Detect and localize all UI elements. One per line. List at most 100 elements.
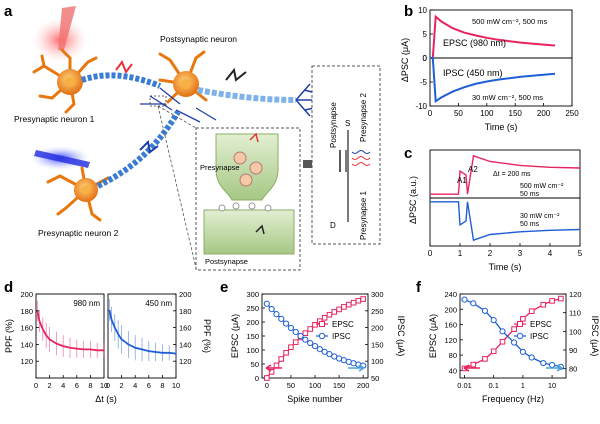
panel-c-dt: Δt = 200 ms (493, 171, 531, 178)
panel-c-top-note: 500 mW cm⁻² (520, 183, 564, 190)
panel-b-ylabel: ΔPSC (μA) (400, 38, 410, 82)
panel-e-epsc-marker (341, 304, 347, 310)
panel-f-ipsc-marker (470, 300, 477, 307)
presynaptic-neuron-2: Presynaptic neuron 2 (38, 166, 119, 238)
blue-spike-icon (139, 139, 159, 154)
panel-f-ipsc-marker (490, 317, 497, 324)
panel-c-bot-note: 30 mW cm⁻² (520, 213, 560, 220)
panel-d-left-xtick-label: 6 (75, 381, 79, 390)
panel-d-left-xtick-label: 8 (88, 381, 92, 390)
panel-f-right-ytick-label: 100 (569, 327, 582, 336)
panel-c-xtick-label: 5 (578, 249, 583, 258)
panel-d-right-label: 450 nm (145, 299, 172, 308)
panel-f-xtick-label: 0.01 (457, 381, 472, 390)
panel-e-ipsc-marker (278, 315, 285, 322)
panel-e-epsc-marker (331, 309, 338, 315)
panel-c-xtick-label: 1 (458, 249, 463, 258)
panel-d-right-ytick-label: 180 (179, 307, 192, 316)
device-postsynapse-label: Postsynapse (329, 102, 338, 148)
panel-d-label: d (4, 279, 13, 296)
red-laser-icon (32, 6, 88, 62)
panel-d-right-ytick-label: 140 (179, 340, 192, 349)
panel-b-ipsc-note: 30 mW cm⁻², 500 ms (472, 93, 543, 102)
panel-d-left-series (36, 310, 104, 352)
panel-e-ipsc-marker (311, 342, 319, 350)
panel-e-epsc-marker (336, 306, 342, 313)
presynaptic-neuron-1: Presynaptic neuron 1 (14, 48, 98, 124)
panel-f-legend-marker (516, 332, 524, 340)
device-S-label: S (345, 119, 350, 128)
panel-e-left-ytick-label: 200 (246, 318, 259, 327)
panel-c-A2: A2 (468, 165, 478, 174)
panel-b-top-ytick-label: 5 (423, 30, 428, 39)
panel-d-ylabel-right: PPF (%) (202, 319, 212, 353)
panel-c-A1: A1 (457, 176, 467, 185)
panel-d-right-xtick-label: 6 (147, 381, 151, 390)
panel-b-epsc-note: 500 mW cm⁻², 500 ms (472, 17, 547, 26)
panel-d-left-xtick-label: 10 (100, 381, 108, 390)
panel-f-epsc-marker (520, 316, 526, 322)
panel-c-top-note2: 50 ms (520, 191, 540, 198)
panel-c-bottom-series (430, 201, 581, 242)
panel-b-xtick-label: 100 (480, 109, 494, 118)
panel-b-xtick-label: 0 (428, 109, 433, 118)
panel-f-left-ytick-label: 240 (444, 290, 457, 299)
panel-e-right-arrow-icon (348, 364, 365, 372)
postsynaptic-neuron: Postsynaptic neuron (140, 34, 315, 123)
panel-c-top-series (430, 154, 581, 195)
panel-b-epsc-label: EPSC (980 nm) (443, 38, 506, 48)
panel-f-ipsc-marker (548, 361, 556, 369)
panel-f-xtick-label: 10 (548, 381, 556, 390)
panel-c-xtick-label: 0 (428, 249, 433, 258)
device-schematic: S D Postsynapse Presynapse 2 Presynapse … (311, 65, 381, 245)
postsynapse-label: Postsynapse (205, 257, 248, 266)
panel-b-top-ytick-label: 10 (418, 6, 427, 15)
panel-e-ipsc-marker (292, 328, 299, 336)
postsynaptic-neuron-label: Postsynaptic neuron (160, 34, 237, 44)
panel-f-xtick-label: 1 (521, 381, 525, 390)
panel-e-ylabel: EPSC (μA) (230, 314, 240, 358)
panel-c-bottom-frame (429, 197, 581, 247)
panel-e-right-ytick-label: 200 (371, 324, 384, 333)
panel-e-ipsc-marker (316, 346, 323, 353)
panel-f-ipsc-marker (481, 307, 489, 314)
presynapse-label: Presynapse (200, 163, 240, 172)
panel-c-xlabel: Time (s) (489, 262, 522, 272)
axon-2 (96, 110, 181, 189)
panel-f-epsc-marker (549, 298, 555, 304)
panel-f-chart: f0.01 0.1 1 1040801201602002408090100110120… (416, 279, 600, 404)
panel-f-right-ytick-label: 90 (569, 346, 577, 355)
panel-e-epsc-marker (307, 326, 313, 332)
panel-d-right-ytick-label: 160 (179, 324, 192, 333)
panel-e-right-ytick-label: 250 (371, 307, 384, 316)
panel-f-ipsc-marker (461, 296, 468, 303)
panel-f-epsc-marker (470, 361, 477, 368)
panel-a: a Presynaptic neuron 1 (4, 3, 381, 271)
panel-e-right-ytick-label: 150 (371, 340, 384, 349)
panel-e-ipsc-marker (302, 336, 309, 343)
panel-e-label: e (220, 279, 228, 296)
panel-e-ipsc-marker (273, 311, 280, 318)
blue-laser-icon (30, 146, 90, 170)
panel-d-left-ytick-label: 120 (20, 357, 33, 366)
panel-e-xtick-label: 0 (265, 381, 269, 390)
panel-c-xtick-label: 3 (518, 249, 523, 258)
panel-b-xtick-label: 250 (565, 109, 579, 118)
panel-f-right-ytick-label: 110 (569, 309, 581, 318)
panel-f-legend-marker (517, 321, 523, 327)
panel-d-left-xtick-label: 2 (48, 381, 52, 390)
panel-d-left-ytick-label: 140 (20, 340, 33, 349)
panel-d-xlabel: Δt (s) (95, 394, 117, 404)
panel-d-right-xtick-label: 10 (172, 381, 180, 390)
panel-c-xtick-label: 4 (548, 249, 553, 258)
panel-d-right-xtick-label: 0 (106, 381, 110, 390)
panel-d-left-label: 980 nm (73, 299, 100, 308)
panel-f-left-ytick-label: 80 (449, 351, 457, 360)
panel-e-epsc-marker (278, 356, 285, 362)
panel-f-epsc-marker (482, 356, 488, 362)
panel-e-ipsc-marker (282, 320, 290, 327)
panel-f-epsc-marker (528, 308, 535, 314)
